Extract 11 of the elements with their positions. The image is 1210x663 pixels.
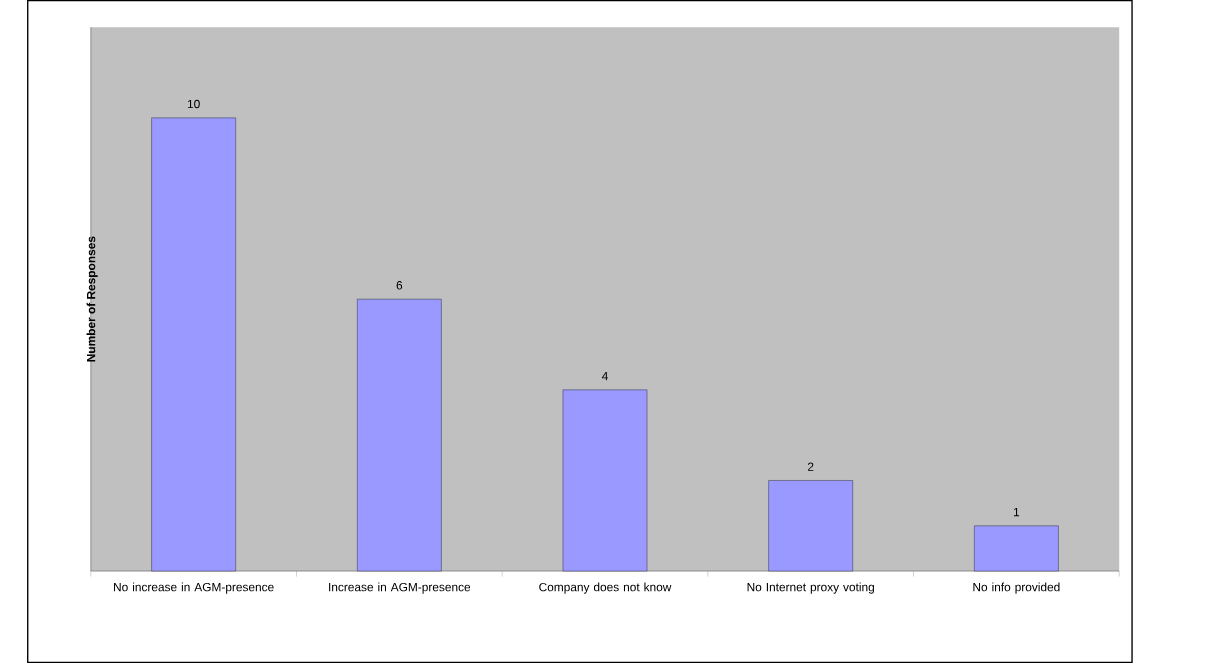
data-label: 10 xyxy=(187,99,200,109)
x-tick-label: Increase in AGM-presence xyxy=(329,582,471,594)
data-label: 1 xyxy=(1013,507,1020,517)
data-label: 6 xyxy=(396,281,403,290)
data-label: 2 xyxy=(807,462,814,471)
data-label: 4 xyxy=(601,371,608,381)
x-tick-label: No increase in AGM-presence xyxy=(114,582,274,594)
x-tick-label: No Internet proxy voting xyxy=(747,582,874,594)
x-tick-label: Company does not know xyxy=(539,582,672,594)
x-tick-label: No info provided xyxy=(973,582,1060,594)
y-axis-title: Number of Responses xyxy=(86,236,98,362)
